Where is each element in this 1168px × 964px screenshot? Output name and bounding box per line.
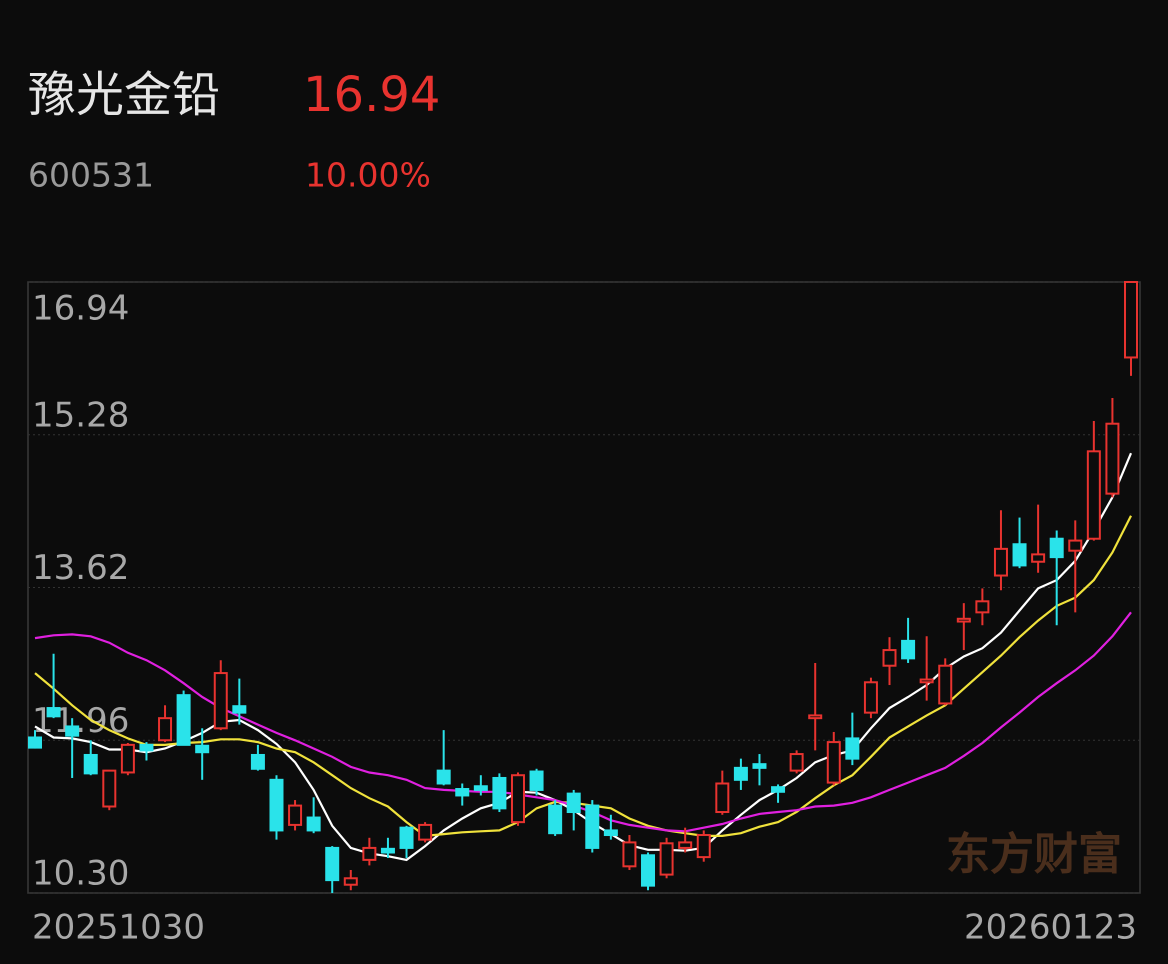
stock-name: 豫光金铅 [28, 67, 220, 123]
candle-body [380, 847, 395, 854]
candle-body [473, 785, 488, 791]
candle-body [306, 816, 321, 832]
candle-body [83, 753, 98, 775]
candle-body [882, 649, 897, 667]
candle-body [1031, 553, 1046, 563]
candle-body [789, 753, 804, 772]
stock-price: 16.94 [303, 67, 440, 123]
candle-body [993, 547, 1008, 577]
y-tick-label: 15.28 [32, 395, 129, 435]
candle-body [195, 744, 210, 754]
candle-body [566, 792, 581, 814]
candle-body [826, 741, 841, 784]
candle-body [733, 766, 748, 781]
candle-body [46, 707, 61, 718]
candle-body [956, 617, 971, 623]
candle-body [659, 842, 674, 876]
candle-body [585, 804, 600, 849]
candle-body [139, 743, 154, 752]
candle-body [213, 672, 228, 730]
stock-change: 10.00% [305, 156, 431, 195]
candle-body [901, 639, 916, 660]
candle-body [269, 778, 284, 832]
candle-body [863, 681, 878, 714]
y-tick-label: 16.94 [32, 289, 129, 329]
candle-body [603, 829, 618, 837]
candle-body [1012, 543, 1027, 567]
candle-body [696, 834, 711, 859]
candle-body [529, 770, 544, 791]
candle-body [771, 786, 786, 793]
candle-body [752, 763, 767, 769]
candle-body [845, 737, 860, 760]
candle-body [622, 841, 637, 868]
candle-body [455, 788, 470, 797]
candle-body [510, 774, 525, 824]
candle-body [418, 823, 433, 841]
candle-body [158, 717, 173, 742]
candle-body [975, 600, 990, 614]
candle-body [1105, 422, 1120, 495]
candle-body [343, 877, 358, 886]
y-tick-label: 13.62 [32, 548, 129, 588]
candle-body [492, 776, 507, 810]
candle-body [176, 694, 191, 746]
x-tick-label: 20260123 [964, 908, 1137, 948]
candle-body [250, 753, 265, 770]
candle-body [938, 664, 953, 705]
candle-body [1124, 281, 1138, 359]
candle-body [919, 678, 934, 684]
candle-body [1049, 537, 1064, 559]
candle-body [102, 769, 117, 808]
candle-body [715, 782, 730, 814]
candle-body [120, 743, 135, 774]
x-tick-label: 20251030 [32, 908, 205, 948]
candle-body [288, 804, 303, 826]
candle-body [436, 769, 451, 785]
y-tick-label: 10.30 [32, 854, 129, 894]
candle-body [28, 736, 42, 749]
candle-body [641, 854, 656, 887]
candle-body [1086, 450, 1101, 540]
y-tick-label: 11.96 [32, 701, 129, 741]
candle-body [325, 846, 340, 882]
candle-body [362, 846, 377, 861]
candle-body [399, 826, 414, 849]
candle-body [678, 841, 693, 849]
watermark: 东方财富 [946, 829, 1122, 880]
candle-body [808, 714, 823, 720]
candle-body [1068, 539, 1083, 552]
candle-body [232, 705, 247, 714]
candle-body [548, 804, 563, 835]
candle-body [65, 725, 80, 737]
stock-code: 600531 [28, 156, 154, 195]
